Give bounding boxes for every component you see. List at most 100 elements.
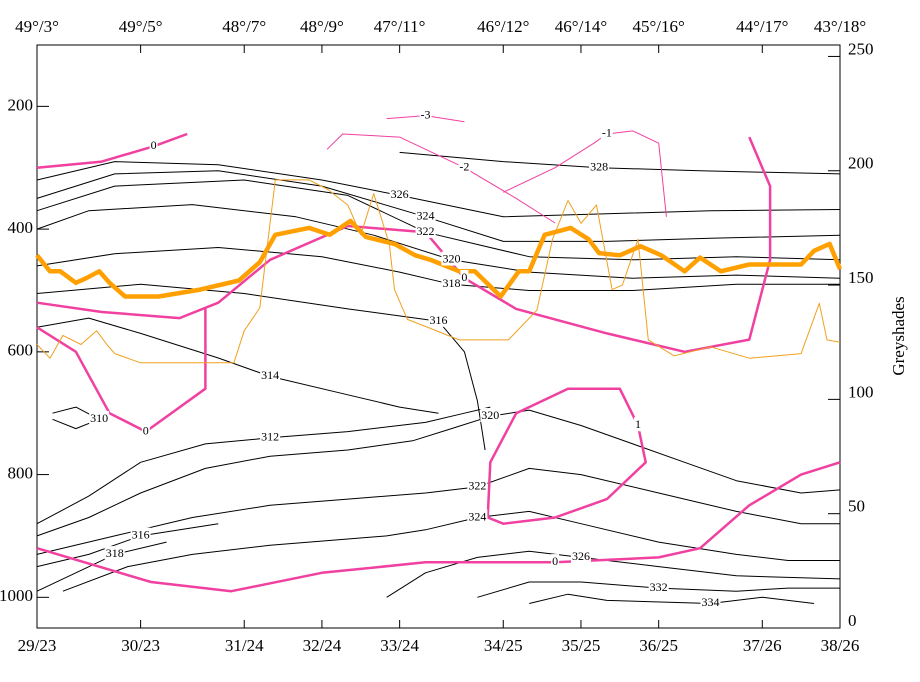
contour-line bbox=[62, 510, 840, 592]
contour-label-bg bbox=[415, 223, 436, 238]
contour-label: 318 bbox=[442, 276, 460, 290]
contour-label-bg bbox=[149, 138, 158, 153]
contour-label-bg bbox=[458, 159, 471, 174]
contour-label-bg bbox=[260, 368, 281, 383]
contour-line bbox=[36, 523, 219, 568]
contour-line bbox=[36, 409, 841, 537]
contour-label: 316 bbox=[132, 528, 150, 542]
contour-line bbox=[529, 593, 815, 604]
x-tick-label: 32/24 bbox=[303, 636, 342, 655]
contour-label-bg bbox=[648, 579, 669, 594]
contour-label: 0 bbox=[143, 423, 149, 437]
x-tick-label: 35/25 bbox=[562, 636, 601, 655]
contour-label-bg bbox=[260, 429, 281, 444]
y2-tick-label: 50 bbox=[848, 497, 865, 516]
y-tick-label: 600 bbox=[8, 341, 34, 360]
contour-label-bg bbox=[130, 527, 151, 542]
y-tick-label: 400 bbox=[8, 218, 34, 237]
contour-label-bg bbox=[104, 546, 125, 561]
x2-tick-label: 46°/14° bbox=[555, 17, 607, 36]
contour-label-bg bbox=[600, 125, 613, 140]
lines bbox=[35, 115, 843, 604]
x2-tick-label: 44°/17° bbox=[736, 17, 788, 36]
contour-label-bg bbox=[441, 276, 462, 291]
contour-line bbox=[36, 317, 439, 414]
plot-frame bbox=[36, 44, 841, 629]
contour-label: 324 bbox=[417, 209, 435, 223]
y2-tick-label: 100 bbox=[848, 382, 874, 401]
contour-line bbox=[36, 283, 486, 451]
contour-label: 326 bbox=[572, 549, 590, 563]
contour-line bbox=[486, 387, 647, 525]
x-tick-label: 30/23 bbox=[121, 636, 160, 655]
contour-label-bg bbox=[419, 107, 432, 122]
contour-label-bg bbox=[141, 423, 150, 438]
y2-tick-label: 0 bbox=[848, 611, 857, 630]
contour-label-bg bbox=[460, 269, 469, 284]
contour-line bbox=[36, 161, 841, 218]
contour-label-bg bbox=[389, 187, 410, 202]
x2-tick-label: 46°/12° bbox=[477, 17, 529, 36]
x2-tick-label: 45°/16° bbox=[633, 17, 685, 36]
contour-label: 332 bbox=[650, 580, 668, 594]
contour-label: 320 bbox=[442, 252, 460, 266]
contour-label-bg bbox=[551, 554, 560, 569]
contour-line bbox=[36, 467, 840, 555]
contour-label-bg bbox=[415, 208, 436, 223]
contour-label-bg bbox=[480, 408, 501, 423]
x-tick-label: 36/25 bbox=[639, 636, 678, 655]
contour-line bbox=[36, 132, 188, 169]
contour-label: 326 bbox=[391, 187, 409, 201]
y2-tick-label: 200 bbox=[848, 154, 874, 173]
contour-label: 318 bbox=[106, 546, 124, 560]
x-tick-label: 29/23 bbox=[18, 636, 57, 655]
contour-label: 324 bbox=[468, 509, 486, 523]
y2-axis-label: Greyshades bbox=[889, 296, 908, 375]
contour-label: 312 bbox=[261, 430, 279, 444]
x2-tick-label: 49°/3° bbox=[15, 17, 59, 36]
contour-label-bg bbox=[570, 549, 591, 564]
x2-tick-label: 49°/5° bbox=[119, 17, 163, 36]
x2-tick-label: 47°/11° bbox=[374, 17, 426, 36]
contour-line bbox=[36, 308, 207, 433]
contour-label-bg bbox=[89, 411, 110, 426]
contour-label: 316 bbox=[430, 313, 448, 327]
contour-line bbox=[36, 204, 841, 279]
y2-tick-label: 150 bbox=[848, 268, 874, 287]
x-tick-label: 37/26 bbox=[743, 636, 782, 655]
contour-line bbox=[36, 541, 167, 592]
contour-line bbox=[326, 133, 556, 224]
contour-label-bg bbox=[441, 251, 462, 266]
x-tick-label: 38/26 bbox=[821, 636, 860, 655]
greyshade-line bbox=[36, 179, 841, 364]
contour-label: 0 bbox=[552, 554, 558, 568]
contour-label: 322 bbox=[468, 479, 486, 493]
contour-label-bg bbox=[428, 312, 449, 327]
contour-label-bg bbox=[633, 417, 642, 432]
contour-label: -2 bbox=[459, 159, 469, 173]
x2-tick-label: 43°/18° bbox=[814, 17, 866, 36]
contour-label-bg bbox=[589, 159, 610, 174]
contour-label-bg bbox=[700, 595, 721, 610]
y2-tick-label: 250 bbox=[848, 39, 874, 58]
contour-line bbox=[503, 130, 667, 217]
contour-label-bg bbox=[467, 478, 488, 493]
contour-label: 0 bbox=[151, 138, 157, 152]
y-tick-label: 800 bbox=[8, 463, 34, 482]
x2-tick-label: 48°/7° bbox=[222, 17, 266, 36]
y-tick-label: 200 bbox=[8, 95, 34, 114]
contour-label: 320 bbox=[481, 408, 499, 422]
contour-label: 328 bbox=[590, 159, 608, 173]
contour-label: -3 bbox=[421, 107, 431, 121]
greyshade-line bbox=[35, 218, 843, 299]
contour-line bbox=[36, 247, 840, 291]
contour-labels: 3283263243223203183163143103123203223243… bbox=[89, 107, 721, 610]
contour-label: 334 bbox=[701, 595, 719, 609]
x-tick-label: 33/24 bbox=[380, 636, 419, 655]
y-tick-label: 1000 bbox=[0, 586, 33, 605]
contour-line bbox=[36, 170, 841, 242]
contour-label-bg bbox=[467, 509, 488, 524]
x2-tick-label: 48°/9° bbox=[300, 17, 344, 36]
contour-label: 0 bbox=[461, 270, 467, 284]
